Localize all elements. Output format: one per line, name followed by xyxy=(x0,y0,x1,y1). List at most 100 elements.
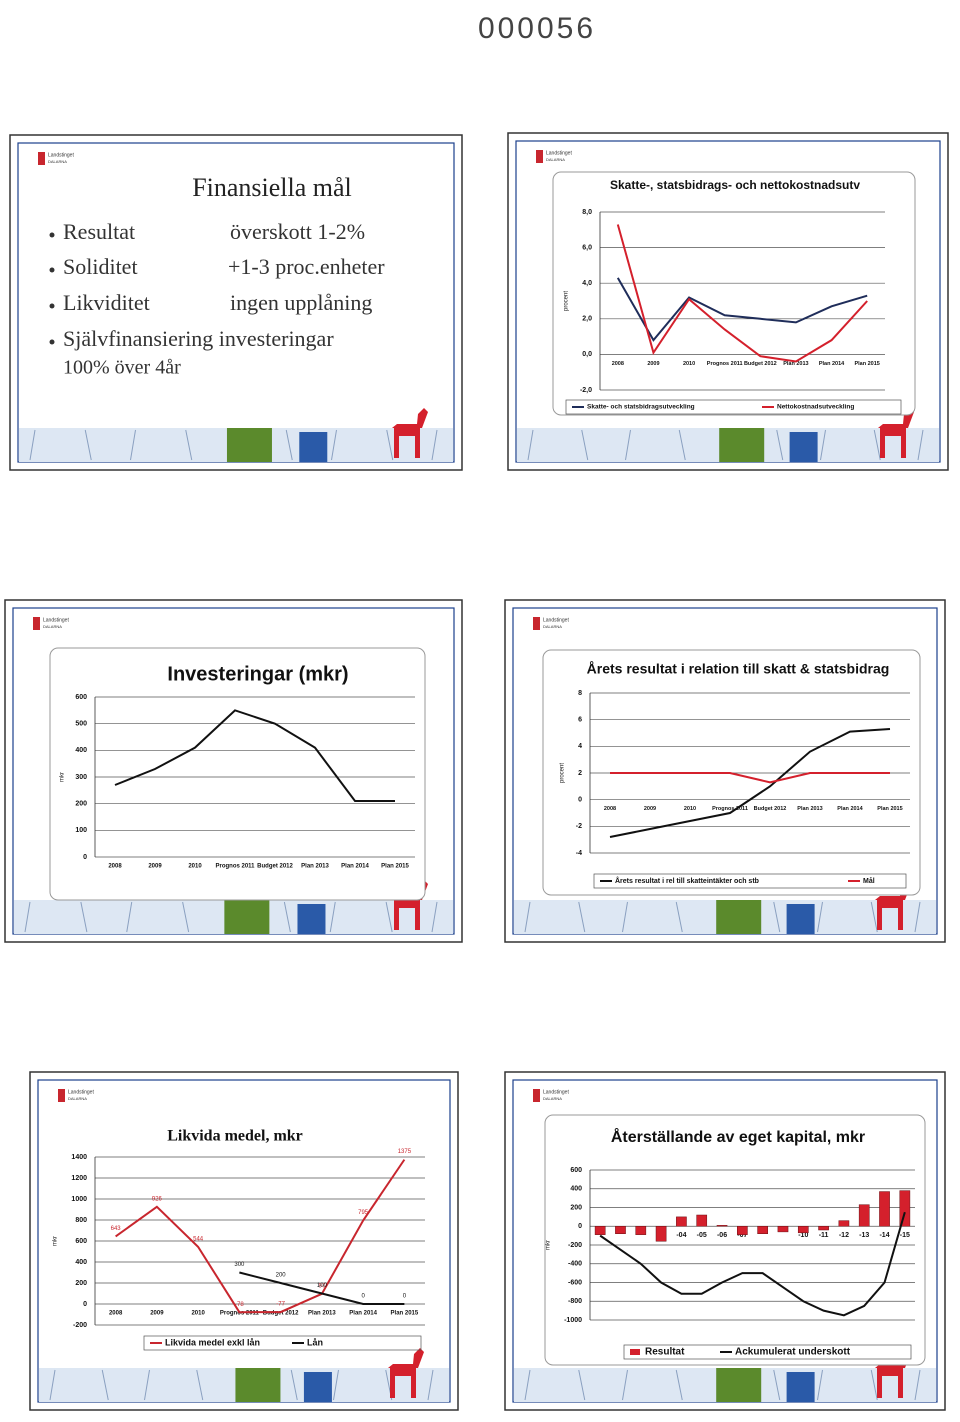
bar xyxy=(757,1226,768,1234)
band-stroke xyxy=(329,901,336,933)
band-stroke xyxy=(914,1369,921,1401)
chart-title: Likvida medel, mkr xyxy=(167,1128,303,1145)
y-axis-label: mkr xyxy=(60,772,66,782)
bar xyxy=(676,1216,687,1227)
band-stroke xyxy=(917,429,924,461)
data-label: 1375 xyxy=(398,1149,412,1155)
band-stroke xyxy=(285,429,293,461)
y-tick-label: 0,0 xyxy=(582,351,592,358)
x-tick-label: 2008 xyxy=(604,806,616,812)
y-axis-label: mkr xyxy=(53,1236,59,1246)
chart: Skatte-, statsbidrags- och nettokostnads… xyxy=(552,171,916,416)
band-stroke xyxy=(80,901,88,933)
band-stroke xyxy=(870,1369,878,1401)
band-stroke xyxy=(185,429,193,461)
band-blue xyxy=(786,904,815,934)
chart-box xyxy=(49,647,426,901)
legend-label: Nettokostnadsutveckling xyxy=(777,404,854,411)
line xyxy=(599,1211,906,1317)
band-stroke xyxy=(817,901,823,933)
legend-swatch xyxy=(630,1349,640,1355)
item-label: Självfinansiering investeringar xyxy=(63,326,334,351)
band-stroke xyxy=(873,429,881,461)
logo-region: DALARNA xyxy=(546,157,565,162)
horse xyxy=(878,408,914,458)
chart-box xyxy=(544,1114,926,1366)
band-stroke xyxy=(283,901,291,933)
band-stroke xyxy=(578,901,586,933)
band-stroke xyxy=(126,901,133,933)
slide-title: Finansiella mål xyxy=(192,173,352,202)
data-label: 200 xyxy=(276,1273,287,1279)
bullet xyxy=(49,339,55,345)
band-stroke xyxy=(678,429,686,461)
bar xyxy=(716,1225,728,1227)
band-stroke xyxy=(675,901,683,933)
legend-box xyxy=(623,1344,912,1360)
y-tick-label: 200 xyxy=(75,1280,87,1287)
legend-box xyxy=(565,399,902,415)
page-number: 000056 xyxy=(478,12,596,45)
x-tick-label: Plan 2014 xyxy=(819,361,845,367)
band-stroke xyxy=(773,1369,781,1401)
x-tick-label: Plan 2015 xyxy=(381,864,409,870)
bar xyxy=(879,1191,890,1227)
band-stroke xyxy=(431,429,438,461)
data-label: 97 xyxy=(319,1283,326,1289)
bar xyxy=(696,1214,708,1227)
y-tick-label: -200 xyxy=(568,1242,582,1249)
band-stroke xyxy=(914,901,921,933)
y-tick-label: 400 xyxy=(75,747,87,754)
x-tick-label: -06 xyxy=(717,1232,727,1239)
bullet xyxy=(49,303,55,309)
band-stroke xyxy=(29,429,36,461)
band-stroke xyxy=(625,429,631,461)
x-tick-label: Plan 2014 xyxy=(837,806,863,812)
band-green xyxy=(235,1368,281,1402)
band-stroke xyxy=(101,1369,109,1401)
data-label: 0 xyxy=(403,1294,407,1300)
x-tick-label: 2010 xyxy=(683,361,695,367)
band-stroke xyxy=(527,429,534,461)
bar xyxy=(858,1204,870,1227)
chart-title: Återställande av eget kapital, mkr xyxy=(611,1127,865,1146)
line xyxy=(610,772,890,784)
y-tick-label: 6,0 xyxy=(582,244,592,251)
horse xyxy=(388,1348,424,1398)
x-tick-label: -15 xyxy=(900,1232,910,1239)
logo-mark xyxy=(536,150,543,163)
bullet xyxy=(49,232,55,238)
band-stroke xyxy=(182,901,190,933)
y-tick-label: -4 xyxy=(576,850,582,857)
band-stroke xyxy=(130,429,136,461)
x-tick-label: -14 xyxy=(879,1232,889,1239)
y-tick-label: -2 xyxy=(576,823,582,830)
x-tick-label: Prognos 2011 xyxy=(215,864,255,870)
band-stroke xyxy=(524,1369,531,1401)
x-tick-label: Budget 2012 xyxy=(263,1311,299,1317)
band-stroke xyxy=(870,901,878,933)
item-label: Soliditet xyxy=(63,254,138,279)
logo-name: Landstinget xyxy=(546,150,572,156)
line xyxy=(616,224,868,363)
x-tick-label: 2010 xyxy=(684,806,696,812)
x-tick-label: -05 xyxy=(697,1232,707,1239)
item-label: Likviditet xyxy=(63,290,150,315)
band-green xyxy=(716,1368,762,1402)
x-tick-label: Plan 2014 xyxy=(341,864,369,870)
band-green xyxy=(224,900,270,934)
x-tick-label: 2009 xyxy=(150,1311,164,1317)
legend-label: Lån xyxy=(307,1337,323,1347)
legend-label: Resultat xyxy=(645,1347,685,1358)
band-green xyxy=(716,900,762,934)
legend-label: Skatte- och statsbidragsutveckling xyxy=(587,404,695,411)
bar xyxy=(899,1190,911,1227)
legend-label: Årets resultat i rel till skatteintäkter… xyxy=(615,876,759,885)
legend-label: Ackumulerat underskott xyxy=(735,1347,851,1358)
line xyxy=(239,1271,405,1305)
logo-name: Landstinget xyxy=(543,617,569,623)
band-stroke xyxy=(144,1369,150,1401)
band-stroke xyxy=(290,1369,298,1401)
band-stroke xyxy=(427,1369,434,1401)
